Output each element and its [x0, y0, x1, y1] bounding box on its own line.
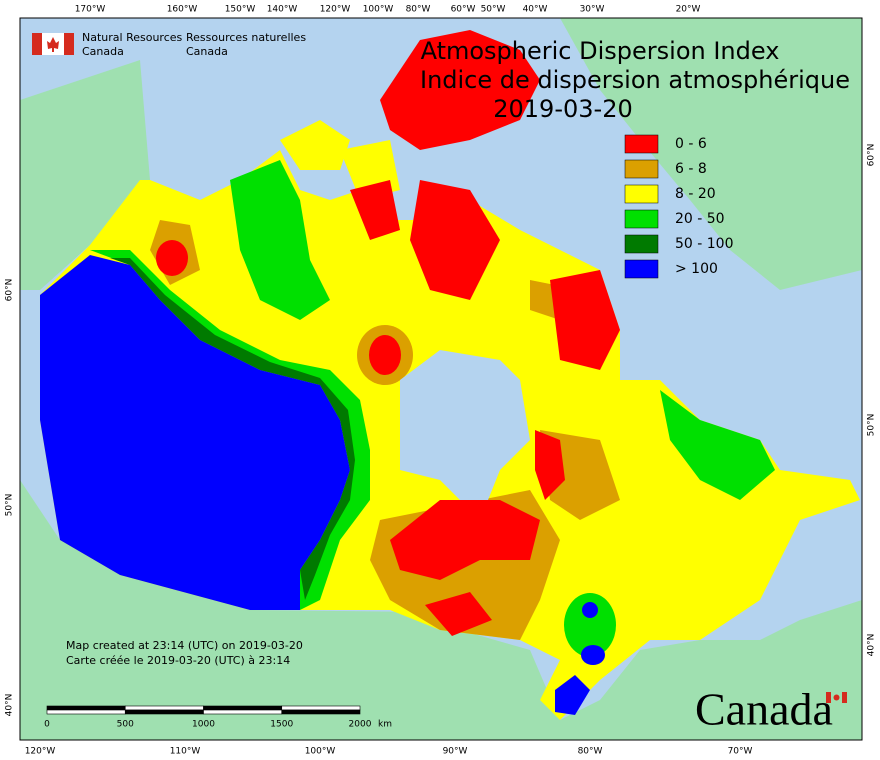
title-fr: Indice de dispersion atmosphérique	[420, 66, 850, 94]
graticule-label: 60°N	[867, 144, 877, 167]
agency-fr: Canada	[186, 45, 228, 58]
scale-unit: km	[378, 720, 392, 730]
flag-bar	[826, 692, 831, 703]
zone-green	[564, 593, 616, 657]
graticule-label: 100°W	[305, 747, 336, 757]
legend-swatch	[624, 259, 659, 279]
zone-green	[230, 160, 330, 320]
graticule-label: 140°W	[267, 5, 298, 15]
graticule-label: 80°W	[578, 747, 603, 757]
graticule-label: 50°N	[5, 494, 15, 517]
graticule-label: 40°W	[523, 5, 548, 15]
graticule-label: 120°W	[25, 747, 56, 757]
graticule-label: 40°N	[867, 634, 877, 657]
scale-label: 2000	[349, 720, 372, 730]
scale-segment	[124, 705, 204, 711]
zone-red	[425, 592, 492, 636]
legend-label: 0 - 6	[675, 136, 707, 152]
graticule-label: 170°W	[75, 5, 106, 15]
united-states	[20, 480, 862, 740]
agency-en: Natural Resources	[82, 31, 183, 44]
graticule-label: 20°W	[676, 5, 701, 15]
zone-blue	[582, 602, 598, 618]
legend-swatch	[624, 209, 659, 229]
scale-segment	[281, 709, 361, 715]
legend-swatch	[624, 134, 659, 154]
legend-swatch	[624, 234, 659, 254]
canada-wordmark: Canada	[695, 684, 833, 735]
legend-label: 6 - 8	[675, 161, 707, 177]
graticule-label: 150°W	[225, 5, 256, 15]
graticule-label: 60°N	[5, 279, 15, 302]
maple-leaf	[833, 694, 840, 701]
scale-segment	[46, 705, 126, 711]
graticule-label: 100°W	[363, 5, 394, 15]
maple-leaf	[47, 37, 59, 52]
legend-swatch	[624, 184, 659, 204]
zone-red	[390, 500, 540, 580]
credit: Carte créée le 2019-03-20 (UTC) à 23:14	[66, 654, 290, 667]
credit: Map created at 23:14 (UTC) on 2019-03-20	[66, 639, 303, 652]
graticule-label: 120°W	[320, 5, 351, 15]
scale-segment	[203, 709, 283, 715]
zone-red	[156, 240, 188, 276]
flag-bar	[32, 33, 42, 55]
agency-en: Canada	[82, 45, 124, 58]
scale-segment	[203, 705, 283, 711]
scale-segment	[281, 705, 361, 711]
scale-segment	[124, 709, 204, 715]
scale-label: 1500	[270, 720, 293, 730]
graticule-label: 90°W	[443, 747, 468, 757]
graticule-label: 160°W	[167, 5, 198, 15]
graticule-label: 40°N	[5, 694, 15, 717]
graticule-label: 50°W	[481, 5, 506, 15]
graticule-label: 60°W	[451, 5, 476, 15]
legend-label: > 100	[675, 261, 718, 277]
legend-label: 8 - 20	[675, 186, 716, 202]
zone-red	[550, 270, 620, 370]
hudson-bay	[400, 350, 530, 520]
graticule-label: 30°W	[580, 5, 605, 15]
map-frame	[19, 17, 863, 741]
map-date: 2019-03-20	[493, 95, 632, 123]
map-area	[19, 17, 863, 741]
graticule-label: 50°N	[867, 414, 877, 437]
greenland	[560, 18, 862, 290]
zone-blue	[40, 255, 350, 610]
legend-label: 50 - 100	[675, 236, 734, 252]
graticule-label: 110°W	[170, 747, 201, 757]
scale-label: 0	[44, 720, 50, 730]
alaska	[20, 60, 150, 290]
island	[280, 120, 350, 170]
graticule-label: 80°W	[406, 5, 431, 15]
zone-red	[380, 30, 540, 150]
graticule-label: 70°W	[728, 747, 753, 757]
zone-blue	[555, 675, 590, 715]
title-en: Atmospheric Dispersion Index	[421, 37, 780, 65]
zone-green	[660, 390, 775, 500]
legend-label: 20 - 50	[675, 211, 725, 227]
agency-signature: Natural Resources Canada Ressources natu…	[32, 31, 306, 58]
zone-blue	[581, 645, 605, 665]
wordmark: Canada	[695, 684, 847, 735]
zone-red	[350, 180, 400, 240]
scale-segment	[46, 709, 126, 715]
zone-red	[410, 180, 500, 300]
flag-bar	[842, 692, 847, 703]
zone-red	[535, 430, 565, 500]
legend-swatch	[624, 159, 659, 179]
scale-label: 1000	[192, 720, 215, 730]
agency-fr: Ressources naturelles	[186, 31, 306, 44]
zone-red	[369, 335, 401, 375]
flag-bar	[64, 33, 74, 55]
generated: 0 - 6 6 - 8 8 - 20 20 - 50 50 - 100 > 100 170°…	[5, 5, 877, 757]
scale-label: 500	[117, 720, 134, 730]
